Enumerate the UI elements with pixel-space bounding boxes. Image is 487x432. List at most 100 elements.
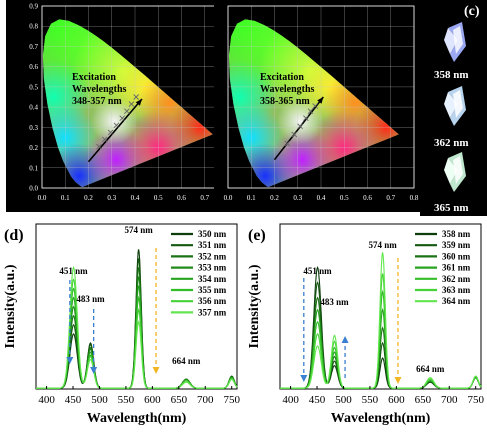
cie-x-tick-label: 0.7: [386, 194, 395, 202]
cie-arrow-head: [135, 99, 142, 106]
peak-label: 451 nm: [59, 266, 88, 276]
cie-y-tick-label: 0.1: [29, 164, 38, 172]
legend-entry: 353 nm: [198, 263, 227, 273]
cie-x-tick-label: 0.0: [224, 194, 233, 202]
cie-point: [284, 140, 291, 147]
x-tick-label: 500: [335, 394, 352, 406]
peak-label: 451 nm: [303, 266, 332, 276]
legend-entry: 360 nm: [442, 251, 471, 261]
cie-annotation-line: Wavelengths: [72, 84, 127, 95]
peak-label: 664 nm: [416, 364, 445, 374]
cie-x-tick-label: 0.3: [293, 194, 302, 202]
cie-x-tick-label: 0.3: [107, 194, 116, 202]
cie-x-tick-label: 0.4: [131, 194, 140, 202]
cie-y-tick-label: 0.3: [29, 124, 38, 132]
legend-entry: 363 nm: [442, 285, 471, 295]
cie-y-tick-label: 0.6: [29, 63, 38, 71]
trend-arrow-head: [394, 377, 402, 384]
legend-entry: 359 nm: [442, 240, 471, 250]
x-tick-label: 650: [171, 394, 188, 406]
peak-label: 483 nm: [76, 294, 105, 304]
x-tick-label: 400: [38, 394, 55, 406]
led-label-365: 365 nm: [434, 202, 469, 214]
cie-x-tick-label: 0.6: [363, 194, 372, 202]
led-photo-362: [444, 86, 466, 126]
x-tick-label: 450: [65, 394, 82, 406]
legend-entry: 357 nm: [198, 307, 227, 317]
cie-chart-b: 0.0 0.1 0.2 0.3 0.4 0.5 0.6 0.7 0.8 ExcitationWav…: [214, 0, 422, 212]
cie-point: [107, 129, 114, 136]
cie-y-tick-label: 0.4: [29, 104, 38, 112]
cie-y-tick-label: 0.8: [29, 23, 38, 31]
cie-point: [124, 108, 130, 114]
y-axis-label: Intensity(a.u.): [247, 264, 262, 348]
spectrum-line: [280, 252, 482, 389]
spectra-panel-e: 400 450 500 550 600 650 700 750 Wavelength(nm) In…: [244, 218, 487, 427]
cie-x-tick-label: 0.5: [154, 194, 163, 202]
cie-x-tick-label: 0.7: [200, 194, 209, 202]
cie-point: [303, 115, 309, 122]
cie-annotation-line: Wavelengths: [260, 84, 315, 95]
x-tick-label: 400: [282, 394, 299, 406]
cie-point: [291, 131, 298, 138]
panel-label-c: (c): [464, 4, 480, 19]
led-label-362: 362 nm: [434, 137, 469, 149]
panel-label: (d): [4, 227, 24, 244]
cie-point: [297, 123, 303, 130]
x-tick-label: 700: [441, 394, 458, 406]
led-photos: (c) 358 nm 362 nm 365 nm: [434, 4, 480, 214]
legend-entry: 364 nm: [442, 296, 471, 306]
cie-point: [128, 101, 135, 107]
cie-x-tick-label: 0.8: [410, 194, 419, 202]
peak-label: 574 nm: [124, 225, 153, 235]
cie-arrow-head: [317, 97, 324, 104]
cie-y-tick-label: 0.9: [29, 3, 38, 11]
cie-x-tick-label: 0.1: [61, 194, 70, 202]
cie-panel-label: (b): [393, 9, 410, 24]
cie-point: [101, 136, 108, 143]
peak-label: 574 nm: [368, 240, 397, 250]
cie-point: [113, 122, 120, 129]
legend-entry: 351 nm: [198, 240, 227, 250]
cie-trend-arrow: [273, 96, 324, 161]
cie-x-tick-label: 0.1: [247, 194, 256, 202]
cie-frame: [227, 5, 415, 189]
x-tick-label: 750: [223, 394, 240, 406]
y-axis-label: Intensity(a.u.): [3, 264, 18, 348]
x-tick-label: 550: [118, 394, 135, 406]
legend-entry: 361 nm: [442, 263, 471, 273]
x-tick-label: 450: [309, 394, 326, 406]
spectra-panel-d: 400 450 500 550 600 650 700 750 Wavelength(nm) In…: [0, 218, 243, 427]
cie-trend-arrow: [87, 98, 143, 163]
trend-arrow-head: [66, 357, 74, 364]
x-tick-label: 750: [467, 394, 484, 406]
cie-chart-a: 0.0 0.1 0.2 0.3 0.4 0.5 0.6 0.7 0.8 0.0 0.1 0.2 0.3 0…: [6, 0, 236, 212]
cie-x-tick-label: 0.5: [340, 194, 349, 202]
peak-label: 664 nm: [172, 356, 201, 366]
legend-entry: 352 nm: [198, 251, 227, 261]
plot-frame: [279, 223, 482, 390]
cie-panel-a: 0.0 0.1 0.2 0.3 0.4 0.5 0.6 0.7 0.8 0.0 0.1 0.2 0.3 0…: [6, 0, 236, 212]
spectra-chart-e: 400 450 500 550 600 650 700 750 Wavelength(nm) In…: [247, 223, 484, 426]
cie-point: [119, 115, 126, 122]
led-photo-panel: (c) 358 nm 362 nm 365 nm: [420, 0, 487, 216]
led-photo-358: [444, 22, 466, 62]
cie-y-tick-label: 0.7: [29, 43, 38, 51]
trend-arrow-head: [152, 367, 160, 374]
cie-point: [307, 108, 314, 114]
cie-point: [133, 94, 139, 100]
legend-entry: 356 nm: [198, 296, 227, 306]
cie-point: [312, 103, 319, 109]
cie-y-tick-label: 0.5: [29, 83, 38, 91]
led-label-358: 358 nm: [434, 69, 469, 81]
led-photo-365: [444, 152, 466, 192]
x-tick-label: 500: [91, 394, 108, 406]
plot-frame: [35, 223, 238, 390]
cie-x-tick-label: 0.2: [270, 194, 279, 202]
cie-panel-b: 0.0 0.1 0.2 0.3 0.4 0.5 0.6 0.7 0.8 Excitation Wav…: [214, 0, 422, 212]
cie-annotation-line: Excitation: [260, 72, 304, 83]
cie-annotation-line: Excitation: [72, 72, 116, 83]
cie-x-tick-label: 0.0: [38, 194, 47, 202]
cie-y-tick-label: 0.2: [29, 144, 38, 152]
trend-arrow-head: [300, 375, 308, 382]
